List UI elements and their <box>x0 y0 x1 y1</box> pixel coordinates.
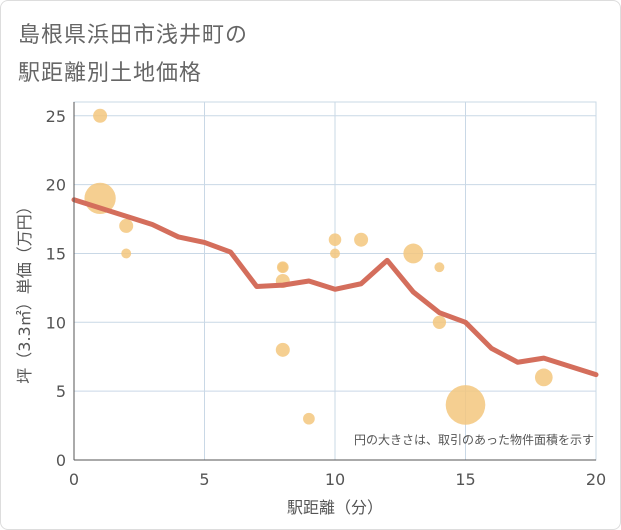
x-tick-label: 20 <box>586 470 606 489</box>
average-price-line <box>71 197 599 378</box>
x-axis-title: 駅距離（分） <box>287 498 383 517</box>
bubbles <box>84 108 553 425</box>
x-tick-label: 15 <box>455 470 475 489</box>
scatter-point <box>121 248 132 259</box>
chart-title-line-1: 島根県浜田市浅井町の <box>18 23 249 48</box>
grid <box>73 101 597 461</box>
scatter-point <box>119 218 134 233</box>
scatter-point <box>303 412 315 425</box>
scatter-point <box>445 385 486 425</box>
y-axis-title: 坪（3.3㎡）単価（万円） <box>15 198 34 383</box>
axes: 0 5 10 15 20 0 5 10 15 20 25 <box>46 102 606 489</box>
y-tick-label: 0 <box>56 451 66 470</box>
scatter-point <box>277 262 288 273</box>
scatter-point <box>330 248 340 259</box>
scatter-point <box>534 368 553 387</box>
scatter-point <box>354 232 369 247</box>
scatter-point <box>328 233 342 246</box>
scatter-point <box>403 243 424 264</box>
trend-line-group <box>71 197 599 378</box>
y-tick-label: 5 <box>56 382 66 401</box>
scatter-point <box>275 342 290 357</box>
x-tick-label: 10 <box>325 470 345 489</box>
y-tick-label: 10 <box>46 313 66 332</box>
x-tick-label: 5 <box>199 470 209 489</box>
y-tick-label: 15 <box>46 244 66 263</box>
y-tick-label: 25 <box>46 107 66 126</box>
x-tick-label: 0 <box>69 470 79 489</box>
bubble-size-note: 円の大きさは、取引のあった物件面積を示す <box>354 432 594 447</box>
y-tick-label: 20 <box>46 176 66 195</box>
scatter-point <box>434 262 445 273</box>
scatter-point <box>93 108 108 123</box>
chart-title-line-2: 駅距離別土地価格 <box>18 61 203 86</box>
scatter-point <box>432 315 447 329</box>
